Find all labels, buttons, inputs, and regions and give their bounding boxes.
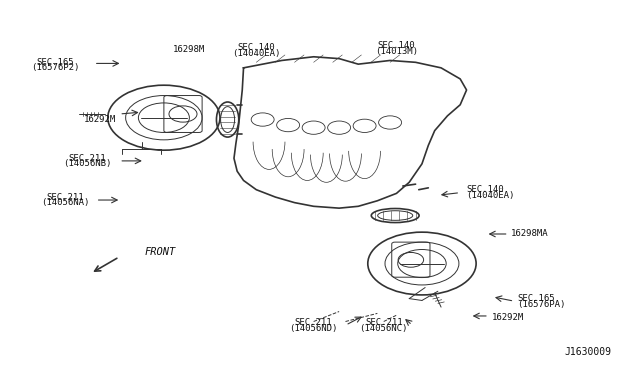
Text: SEC.211: SEC.211 xyxy=(295,318,332,327)
Text: SEC.211: SEC.211 xyxy=(46,193,84,202)
Text: (14056NC): (14056NC) xyxy=(360,324,408,333)
Text: SEC.140: SEC.140 xyxy=(378,41,415,50)
Text: 16298MA: 16298MA xyxy=(511,230,548,238)
Text: SEC.140: SEC.140 xyxy=(467,185,504,194)
Text: (14013M): (14013M) xyxy=(375,47,418,56)
Text: 16298M: 16298M xyxy=(173,45,205,54)
Text: (14040EA): (14040EA) xyxy=(232,49,280,58)
Text: 16292M: 16292M xyxy=(492,312,524,321)
Text: (16576P2): (16576P2) xyxy=(31,63,80,72)
Text: (14056ND): (14056ND) xyxy=(289,324,338,333)
Text: SEC.165: SEC.165 xyxy=(36,58,74,67)
Text: SEC.165: SEC.165 xyxy=(518,294,555,303)
Text: SEC.211: SEC.211 xyxy=(365,318,403,327)
Text: SEC.211: SEC.211 xyxy=(68,154,106,163)
Text: (14056NB): (14056NB) xyxy=(63,159,111,169)
Text: J1630009: J1630009 xyxy=(564,347,611,357)
Text: (14040EA): (14040EA) xyxy=(467,191,515,200)
Text: SEC.140: SEC.140 xyxy=(237,43,275,52)
Text: (14056NA): (14056NA) xyxy=(41,198,90,207)
Text: 16292M: 16292M xyxy=(84,115,116,124)
Text: (16576PA): (16576PA) xyxy=(518,300,566,309)
Text: FRONT: FRONT xyxy=(145,247,176,257)
